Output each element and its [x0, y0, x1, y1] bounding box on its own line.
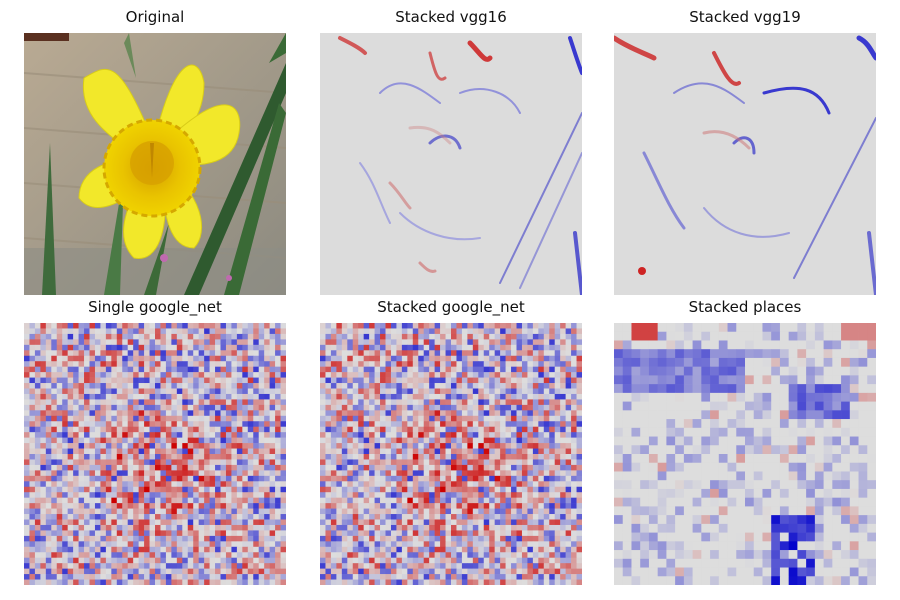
panel-title: Stacked places [688, 298, 802, 316]
panel-title: Stacked vgg19 [689, 8, 801, 26]
panel-title: Single google_net [88, 298, 222, 316]
original-photo [24, 33, 286, 295]
panel-title: Stacked google_net [377, 298, 525, 316]
panel-title: Stacked vgg16 [395, 8, 507, 26]
saliency-map-stacked-places [614, 323, 876, 585]
saliency-map-single-google-net [24, 323, 286, 585]
panel-title: Original [125, 8, 185, 26]
saliency-map-vgg19 [614, 33, 876, 295]
saliency-map-vgg16 [320, 33, 582, 295]
saliency-map-stacked-google-net [320, 323, 582, 585]
